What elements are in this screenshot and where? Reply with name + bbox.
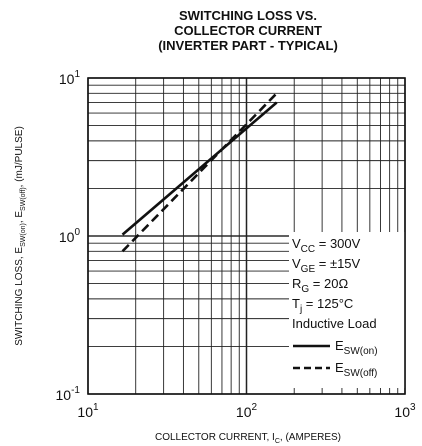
condition-text-5: Inductive Load bbox=[292, 316, 377, 331]
chart-title-line-3: (INVERTER PART - TYPICAL) bbox=[158, 38, 338, 53]
x-axis-label: COLLECTOR CURRENT, IC, (AMPERES) bbox=[155, 432, 341, 445]
y-tick-labels: 10-1 100 101 bbox=[56, 69, 81, 403]
y-tick-label-3: 101 bbox=[59, 69, 81, 87]
chart-title-line-1: SWITCHING LOSS VS. bbox=[179, 8, 317, 23]
y-axis-label: SWITCHING LOSS, ESW(on), ESW(off), (mJ/P… bbox=[14, 126, 27, 346]
y-tick-label-2: 100 bbox=[59, 227, 81, 245]
legend-label-2: ESW(off) bbox=[335, 360, 377, 379]
series-line-2 bbox=[121, 92, 278, 253]
series-line-1 bbox=[121, 101, 278, 236]
condition-text-3: RG = 20Ω bbox=[292, 276, 348, 295]
legend-label-1: ESW(on) bbox=[335, 338, 378, 357]
series-layer bbox=[121, 92, 278, 253]
x-tick-label-1: 101 bbox=[77, 402, 99, 420]
plot-frame bbox=[87, 77, 406, 395]
condition-text-1: VCC = 300V bbox=[292, 236, 361, 255]
x-tick-label-2: 102 bbox=[236, 402, 258, 420]
legend-box bbox=[289, 232, 405, 388]
condition-text-4: Tj = 125°C bbox=[292, 296, 353, 315]
chart-title: SWITCHING LOSS VS. COLLECTOR CURRENT (IN… bbox=[158, 8, 338, 53]
condition-text-2: VGE = ±15V bbox=[292, 256, 361, 275]
x-tick-labels: 101 102 103 bbox=[77, 402, 416, 420]
x-tick-label-3: 103 bbox=[394, 402, 416, 420]
chart-title-line-2: COLLECTOR CURRENT bbox=[174, 23, 322, 38]
y-tick-label-1: 10-1 bbox=[56, 385, 81, 403]
